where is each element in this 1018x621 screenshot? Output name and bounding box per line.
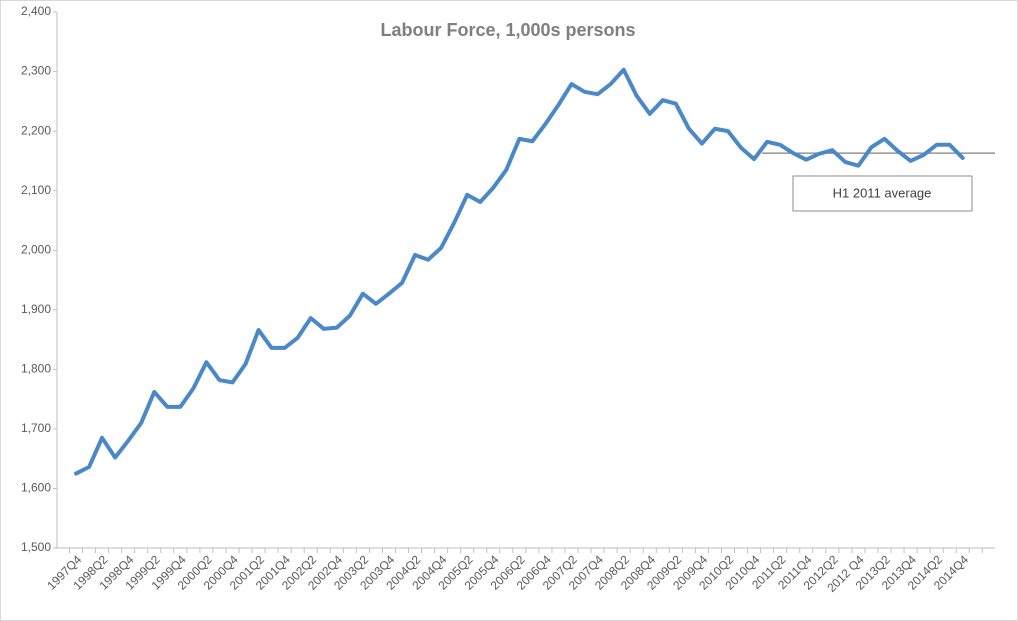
data-line <box>74 67 965 476</box>
y-tick-label: 1,600 <box>21 481 51 495</box>
annotation: H1 2011 average <box>833 185 932 200</box>
y-tick-label: 1,700 <box>21 421 51 435</box>
y-tick-label: 1,500 <box>21 540 51 554</box>
y-tick-label: 1,800 <box>21 362 51 376</box>
y-tick-label: 2,200 <box>21 123 51 137</box>
y-tick-label: 1,900 <box>21 302 51 316</box>
y-tick-label: 2,100 <box>21 183 51 197</box>
y-tick-label: 2,400 <box>21 4 51 18</box>
annotation-box <box>792 175 973 212</box>
chart-title: Labour Force, 1,000s persons <box>380 20 635 40</box>
y-tick-label: 2,300 <box>21 64 51 78</box>
y-tick-label: 2,000 <box>21 242 51 256</box>
